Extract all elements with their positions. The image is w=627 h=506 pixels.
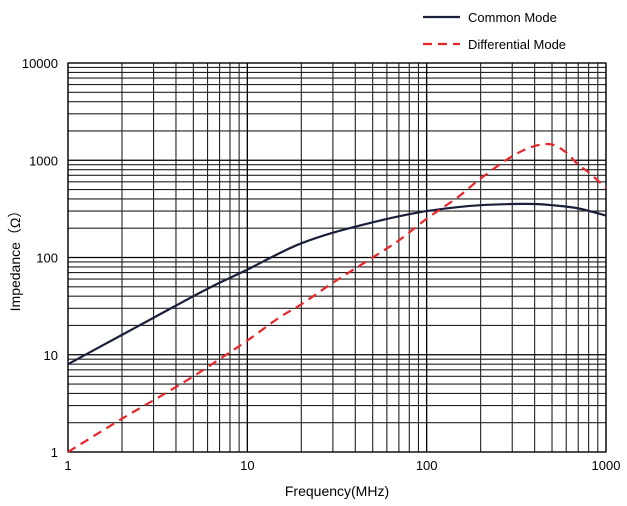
y-axis-label: Impedance（Ω） xyxy=(7,204,23,312)
x-tick-label: 10 xyxy=(240,458,254,473)
y-tick-label: 1000 xyxy=(29,153,58,168)
plot-frame xyxy=(67,62,607,453)
common-mode-line xyxy=(67,202,607,366)
differential-mode-line xyxy=(67,142,607,453)
series-layer xyxy=(67,142,607,453)
y-tick-label: 10 xyxy=(44,348,58,363)
y-tick-label: 10000 xyxy=(22,56,58,71)
x-axis-label: Frequency(MHz) xyxy=(285,483,389,499)
y-tick-label: 1 xyxy=(51,445,58,460)
tick-labels: 1 10 100 1000 1 10 100 1000 10000 xyxy=(22,56,621,473)
legend: Common Mode Differential Mode xyxy=(423,10,566,52)
x-tick-label: 1 xyxy=(64,458,71,473)
x-tick-label: 100 xyxy=(416,458,438,473)
legend-label-common-mode: Common Mode xyxy=(468,10,557,25)
legend-label-differential-mode: Differential Mode xyxy=(468,37,566,52)
y-tick-label: 100 xyxy=(36,251,58,266)
x-tick-label: 1000 xyxy=(592,458,621,473)
